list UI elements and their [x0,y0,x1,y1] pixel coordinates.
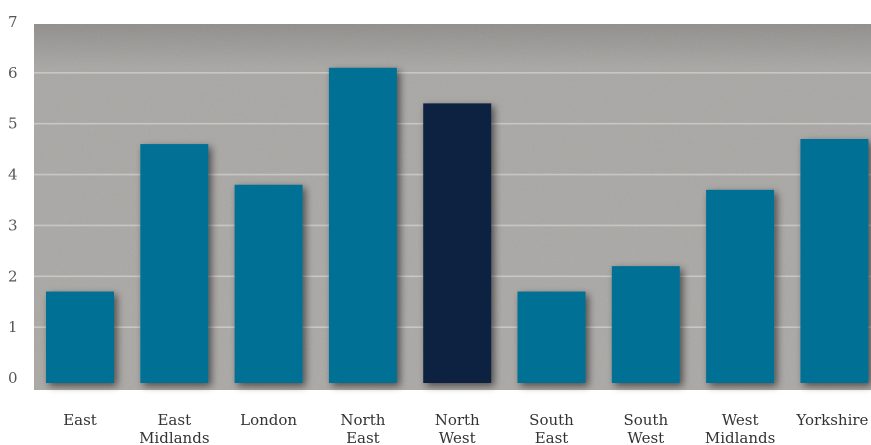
bar [329,68,397,383]
x-axis-tick-labels: East East Midlands London North East North West… [63,411,868,445]
x-tick-label: London [240,411,297,429]
bar [706,190,774,383]
bar [140,144,208,383]
y-tick-label: 2 [8,267,18,285]
x-tick-label: North East [340,411,385,445]
bar [800,139,868,383]
x-tick-label: South East [529,411,574,445]
x-tick-label: Yorkshire [795,411,868,429]
y-tick-label: 3 [8,216,18,234]
bar [612,266,680,383]
bar [423,103,491,383]
y-axis-tick-labels: 0 1 2 3 4 5 6 7 [8,13,18,387]
x-tick-label: West Midlands [705,411,775,445]
x-tick-label: South West [623,411,668,445]
y-tick-label: 7 [8,13,18,31]
bar [46,292,114,383]
x-tick-label: East [63,411,97,429]
y-tick-label: 1 [8,318,18,336]
x-tick-label: East Midlands [139,411,209,445]
y-tick-label: 4 [8,166,18,184]
y-tick-label: 5 [8,115,18,133]
bar [235,185,303,383]
y-tick-label: 6 [8,64,18,82]
y-tick-label: 0 [8,369,18,387]
x-tick-label: North West [435,411,480,445]
bar [518,292,586,383]
